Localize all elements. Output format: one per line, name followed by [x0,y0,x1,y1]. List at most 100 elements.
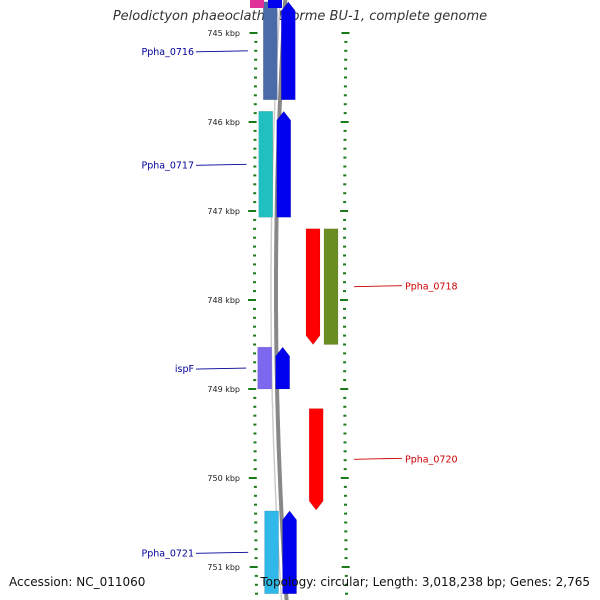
minor-tick-right [343,379,347,382]
forward-cds-arrow [275,346,290,390]
minor-tick-right [343,236,347,239]
minor-tick-right [344,58,348,61]
minor-tick-left [253,281,257,284]
minor-tick-right [343,441,347,444]
major-tick-left [248,210,257,212]
minor-tick-left [255,592,259,595]
minor-tick-left [253,272,257,275]
gene-label[interactable]: Ppha_0720 [405,454,458,465]
cog-category-block [258,111,274,218]
minor-tick-left [253,183,257,186]
gene-label-connector [195,367,247,370]
minor-tick-right [343,414,347,417]
minor-tick-right [344,49,348,52]
major-tick-left [248,388,257,390]
minor-tick-right [343,227,347,230]
minor-tick-right [343,103,347,106]
cog-category-block [264,510,279,594]
minor-tick-right [343,183,347,186]
minor-tick-right [344,503,348,506]
minor-tick-right [343,245,347,248]
minor-tick-right [343,468,347,471]
major-tick-left [248,477,257,479]
tick-label: 748 kbp [207,296,240,305]
minor-tick-left [253,236,257,239]
minor-tick-right [343,94,347,97]
minor-tick-right [344,548,348,551]
minor-tick-right [343,129,347,132]
minor-tick-right [343,85,347,88]
minor-tick-left [253,103,257,106]
minor-tick-right [343,450,347,453]
minor-tick-left [253,218,257,221]
minor-tick-left [254,49,258,52]
minor-tick-right [344,512,348,515]
minor-tick-right [343,459,347,462]
tick-label: 747 kbp [207,207,240,216]
minor-tick-right [343,174,347,177]
minor-tick-right [343,352,347,355]
tick-label: 751 kbp [207,563,240,572]
minor-tick-right [343,316,347,319]
minor-tick-left [253,405,257,408]
minor-tick-left [253,450,257,453]
major-tick-left [249,32,258,34]
minor-tick-right [343,290,347,293]
minor-tick-left [253,201,257,204]
partial-cds-top [268,0,282,8]
major-tick-right [340,388,349,390]
minor-tick-left [253,432,257,435]
minor-tick-left [254,40,258,43]
gene-label[interactable]: Ppha_0718 [405,282,458,293]
minor-tick-left [253,76,257,79]
map-title: Pelodictyon phaeoclathratiforme BU-1, co… [112,9,488,24]
minor-tick-right [343,325,347,328]
minor-tick-left [253,459,257,462]
label-layer: Ppha_0716 Ppha_0717 Ppha_0718 ispF Ppha_0720… [141,47,457,560]
minor-tick-left [253,396,257,399]
minor-tick-left [253,414,257,417]
minor-tick-right [344,530,348,533]
minor-tick-left [253,138,257,141]
minor-tick-left [254,548,258,551]
minor-tick-left [253,129,257,132]
minor-tick-left [253,263,257,266]
minor-tick-right [344,40,348,43]
minor-tick-left [253,227,257,230]
minor-tick-right [343,192,347,195]
minor-tick-left [253,165,257,168]
minor-tick-right [345,592,349,595]
cog-category-block [323,228,339,345]
minor-tick-left [254,557,258,560]
minor-tick-right [343,405,347,408]
minor-tick-right [343,112,347,115]
minor-tick-left [253,112,257,115]
gene-label[interactable]: Ppha_0721 [141,548,194,559]
minor-tick-right [344,67,348,70]
minor-tick-right [343,343,347,346]
gene-label[interactable]: Ppha_0716 [141,47,194,58]
major-tick-right [340,210,349,212]
minor-tick-left [253,307,257,310]
minor-tick-left [253,352,257,355]
gene-label[interactable]: Ppha_0717 [141,160,194,171]
gene-label-connector [353,285,403,288]
reverse-cds-arrow [305,228,321,345]
gene-label[interactable]: ispF [175,364,194,375]
minor-tick-right [343,334,347,337]
minor-tick-left [254,512,258,515]
cog-category-block [257,346,272,390]
minor-tick-left [253,316,257,319]
accession-text: Accession: NC_011060 [9,575,146,589]
minor-tick-right [343,423,347,426]
minor-tick-left [253,147,257,150]
major-tick-right [340,121,349,123]
minor-tick-left [253,85,257,88]
major-tick-right [341,566,350,568]
minor-tick-left [253,290,257,293]
cog-category-block [262,1,278,101]
minor-tick-right [343,263,347,266]
minor-tick-right [344,574,348,577]
minor-tick-right [343,396,347,399]
